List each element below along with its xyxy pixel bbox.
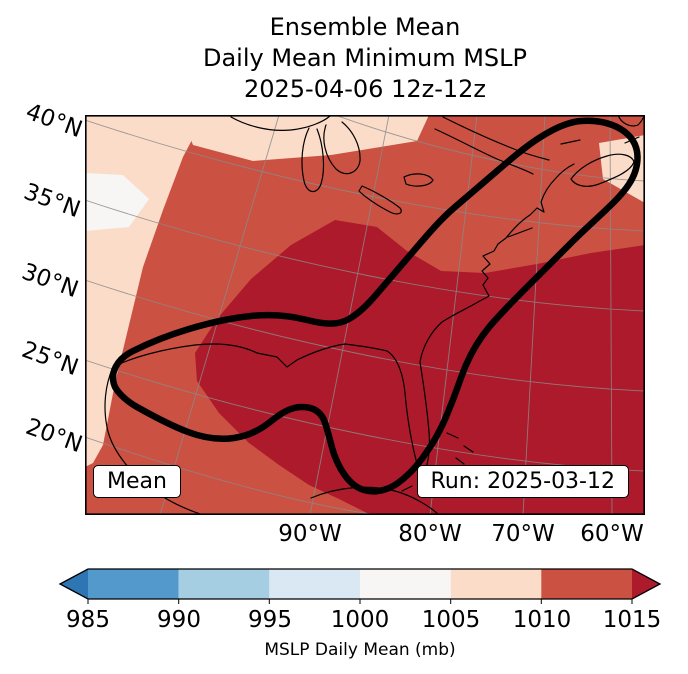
lon-label-70w: 70°W [491,521,555,547]
coastline-bahamas [446,432,474,465]
colorbar-seg-990-995 [178,569,270,599]
colorbar [58,568,662,604]
coastline-long-island [507,227,533,238]
map-panel: Mean Run: 2025-03-12 [84,114,646,516]
gridline-30n [84,279,646,392]
gridline-45n [334,114,646,182]
gridline-60w [609,114,613,516]
lon-label-80w: 80°W [398,521,462,547]
lake-erie [358,185,402,215]
lat-label-20n: 20°N [22,413,86,459]
colorbar-tick-marks [87,599,633,604]
lon-label-90w: 90°W [278,521,342,547]
colorbar-under-arrow [60,569,88,599]
coastline-st-lawrence-north [442,116,550,161]
map-border [85,115,646,515]
coastline-florida-keys [401,485,413,492]
lake-huron [323,121,361,175]
lat-label-40n: 40°N [22,98,86,144]
run-date-box: Run: 2025-03-12 [416,465,629,498]
title-line-3: 2025-04-06 12z-12z [243,75,487,103]
coastline-cuba [310,486,439,515]
lake-ontario [403,173,434,187]
colorbar-tick-1010: 1010 [512,607,572,633]
mean-box: Mean [93,465,181,498]
lat-label-25n: 25°N [18,336,82,382]
colorbar-over-arrow [632,569,660,599]
fill-west-1000-1005 [85,173,149,231]
lon-label-60w: 60°W [580,521,644,547]
mslp-contour-outline [109,117,641,495]
gridline-70w [522,114,546,516]
colorbar-tick-1015: 1015 [602,607,662,633]
gridline-35n [84,199,646,312]
fill-over-1015 [195,220,645,515]
colorbar-seg-1000-1005 [360,569,451,599]
plot-title: Ensemble Mean Daily Mean Minimum MSLP 20… [85,12,645,105]
colorbar-tick-985: 985 [66,607,110,633]
lake-superior [230,115,331,131]
lat-label-30n: 30°N [18,258,82,304]
colorbar-label: MSLP Daily Mean (mb) [264,640,456,660]
colorbar-tick-995: 995 [248,607,292,633]
title-line-2: Daily Mean Minimum MSLP [202,44,527,72]
coastlines [104,114,645,516]
lat-label-35n: 35°N [20,178,84,224]
colorbar-seg-1010-1015 [541,569,632,599]
gridline-20n [84,436,378,516]
gridline-100w [159,114,280,516]
colorbar-seg-995-1000 [269,569,360,599]
colorbar-tick-990: 990 [157,607,201,633]
gridline-40n [84,119,646,232]
map-plot [84,114,646,516]
colorbar-tick-1005: 1005 [421,607,481,633]
lake-michigan [301,127,325,193]
coastline-anticosti [560,139,581,145]
title-line-1: Ensemble Mean [269,13,461,41]
colorbar-seg-985-990 [88,569,179,599]
colorbar-tick-1000: 1000 [330,607,390,633]
colorbar-seg-1005-1010 [450,569,542,599]
coastline-st-lawrence-south [434,128,534,175]
